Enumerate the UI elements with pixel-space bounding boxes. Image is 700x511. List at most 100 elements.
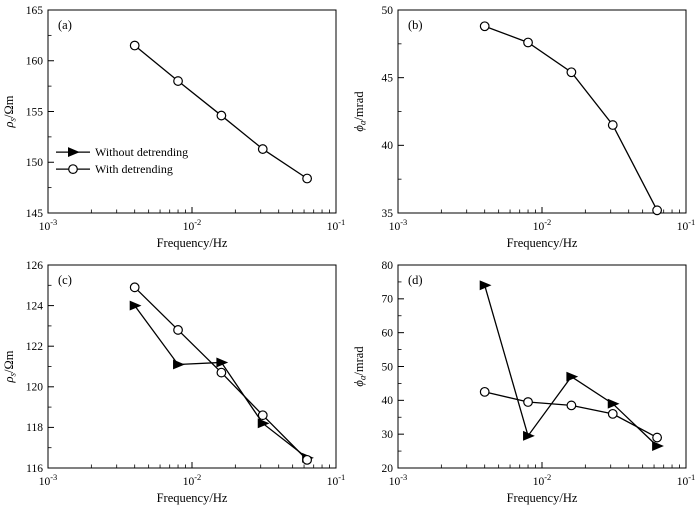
circle-marker xyxy=(652,432,663,443)
y-tick-label: 40 xyxy=(382,140,394,152)
y-tick-label: 60 xyxy=(382,327,394,339)
triangle-marker xyxy=(652,441,664,451)
y-tick-label: 145 xyxy=(26,208,44,220)
circle-marker xyxy=(652,205,663,216)
circle-marker xyxy=(607,120,618,130)
y-tick-label: 155 xyxy=(26,106,44,118)
y-tick-label: 165 xyxy=(26,5,44,17)
circle-marker xyxy=(523,397,533,407)
circle-marker xyxy=(302,173,313,184)
x-axis-label: Frequency/Hz xyxy=(157,491,228,505)
x-tick-label: 10-1 xyxy=(327,472,346,488)
series-circle xyxy=(129,282,313,465)
y-tick-label: 118 xyxy=(26,422,43,434)
circle-marker xyxy=(129,40,140,51)
triangle-marker xyxy=(566,371,579,382)
circle-marker xyxy=(302,454,313,465)
circle-marker xyxy=(607,408,618,419)
circle-marker xyxy=(523,37,533,48)
series-circle xyxy=(129,40,313,184)
triangle-marker xyxy=(68,147,80,158)
panel-label: (b) xyxy=(408,18,423,32)
series-circle xyxy=(479,21,663,216)
circle-marker xyxy=(129,282,140,293)
series-line xyxy=(484,391,658,439)
y-tick-label: 150 xyxy=(26,157,44,169)
y-tick-label: 50 xyxy=(382,5,394,17)
x-axis-label: Frequency/Hz xyxy=(507,236,578,250)
chart-panel-c: 10-3 10-2 10-1 116 118 120 122 124 126 Frequency/… xyxy=(2,260,345,505)
circle-marker xyxy=(68,164,78,175)
y-tick-label: 20 xyxy=(382,463,394,475)
y-tick-label: 50 xyxy=(382,361,394,373)
x-tick-label: 10-1 xyxy=(677,472,696,488)
axes: 10-3 10-2 10-1 116 118 120 122 124 126 Frequency/… xyxy=(2,260,345,505)
triangle-marker xyxy=(257,418,270,429)
legend-label: With detrending xyxy=(95,162,173,176)
y-axis-label: ρs/Ωm xyxy=(2,350,18,383)
plot-frame xyxy=(47,9,337,214)
y-tick-label: 70 xyxy=(382,294,394,306)
axes: 10-3 10-2 10-1 35 40 45 50 Frequency/Hz ϕa/mrad (… xyxy=(352,5,695,250)
triangle-marker xyxy=(523,430,535,441)
y-tick-label: 45 xyxy=(382,72,394,84)
legend-label: Without detrending xyxy=(95,145,188,159)
x-tick-label: 10-2 xyxy=(533,472,552,488)
x-tick-label: 10-3 xyxy=(39,472,58,488)
y-tick-label: 126 xyxy=(26,260,44,272)
y-tick-label: 30 xyxy=(382,429,394,441)
circle-marker xyxy=(479,386,490,397)
y-tick-label: 120 xyxy=(26,382,44,394)
series-line xyxy=(484,285,658,447)
y-tick-label: 35 xyxy=(382,208,394,220)
circle-marker xyxy=(257,144,268,154)
panel-label: (a) xyxy=(58,18,72,32)
y-tick-label: 124 xyxy=(26,300,44,312)
x-tick-label: 10-3 xyxy=(389,472,408,488)
circle-marker xyxy=(173,76,183,86)
y-axis-label: ϕa/mrad xyxy=(352,91,368,132)
x-tick-label: 10-3 xyxy=(389,217,408,233)
x-tick-label: 10-1 xyxy=(327,217,346,233)
chart-panel-a: 10-3 10-2 10-1 145 150 155 160 165 Frequency/Hz ρ… xyxy=(2,5,345,250)
axes: 10-3 10-2 10-1 145 150 155 160 165 Frequency/Hz ρ… xyxy=(2,5,345,250)
series-circle xyxy=(479,386,663,443)
panel-label: (c) xyxy=(58,273,72,287)
plot-frame xyxy=(397,264,687,469)
triangle-marker xyxy=(216,357,229,368)
y-tick-label: 40 xyxy=(382,395,394,407)
circle-marker xyxy=(216,110,227,121)
circle-marker xyxy=(479,21,490,32)
chart-panel-b: 10-3 10-2 10-1 35 40 45 50 Frequency/Hz ϕa/mrad (… xyxy=(352,5,695,250)
triangle-marker xyxy=(129,300,142,311)
x-axis-label: Frequency/Hz xyxy=(507,491,578,505)
triangle-marker xyxy=(479,280,492,291)
circle-marker xyxy=(566,67,577,78)
x-tick-label: 10-2 xyxy=(183,472,202,488)
y-tick-label: 122 xyxy=(26,341,44,353)
x-tick-label: 10-1 xyxy=(677,217,696,233)
circle-marker xyxy=(257,410,268,421)
y-tick-label: 80 xyxy=(382,260,394,272)
series-line xyxy=(134,305,308,459)
y-tick-label: 160 xyxy=(26,56,44,68)
triangle-marker xyxy=(607,398,620,409)
panel-label: (d) xyxy=(408,273,423,287)
circle-marker xyxy=(173,325,183,335)
series-triangle xyxy=(479,280,664,451)
triangle-marker xyxy=(173,359,185,370)
x-axis-label: Frequency/Hz xyxy=(157,236,228,250)
y-axis-label: ϕa/mrad xyxy=(352,346,368,387)
x-tick-label: 10-2 xyxy=(533,217,552,233)
plot-frame xyxy=(47,264,337,469)
circle-marker xyxy=(216,367,227,378)
axes: 10-3 10-2 10-1 20 30 40 50 60 70 80 Frequency/Hz ϕa… xyxy=(352,260,695,505)
y-tick-label: 116 xyxy=(26,463,43,475)
circle-marker xyxy=(566,400,577,411)
y-axis-label: ρs/Ωm xyxy=(2,95,18,128)
legend: Without detrending With detrending xyxy=(56,145,188,176)
x-tick-label: 10-3 xyxy=(39,217,58,233)
x-tick-label: 10-2 xyxy=(183,217,202,233)
chart-panel-d: 10-3 10-2 10-1 20 30 40 50 60 70 80 Frequency/Hz ϕa… xyxy=(352,260,695,505)
